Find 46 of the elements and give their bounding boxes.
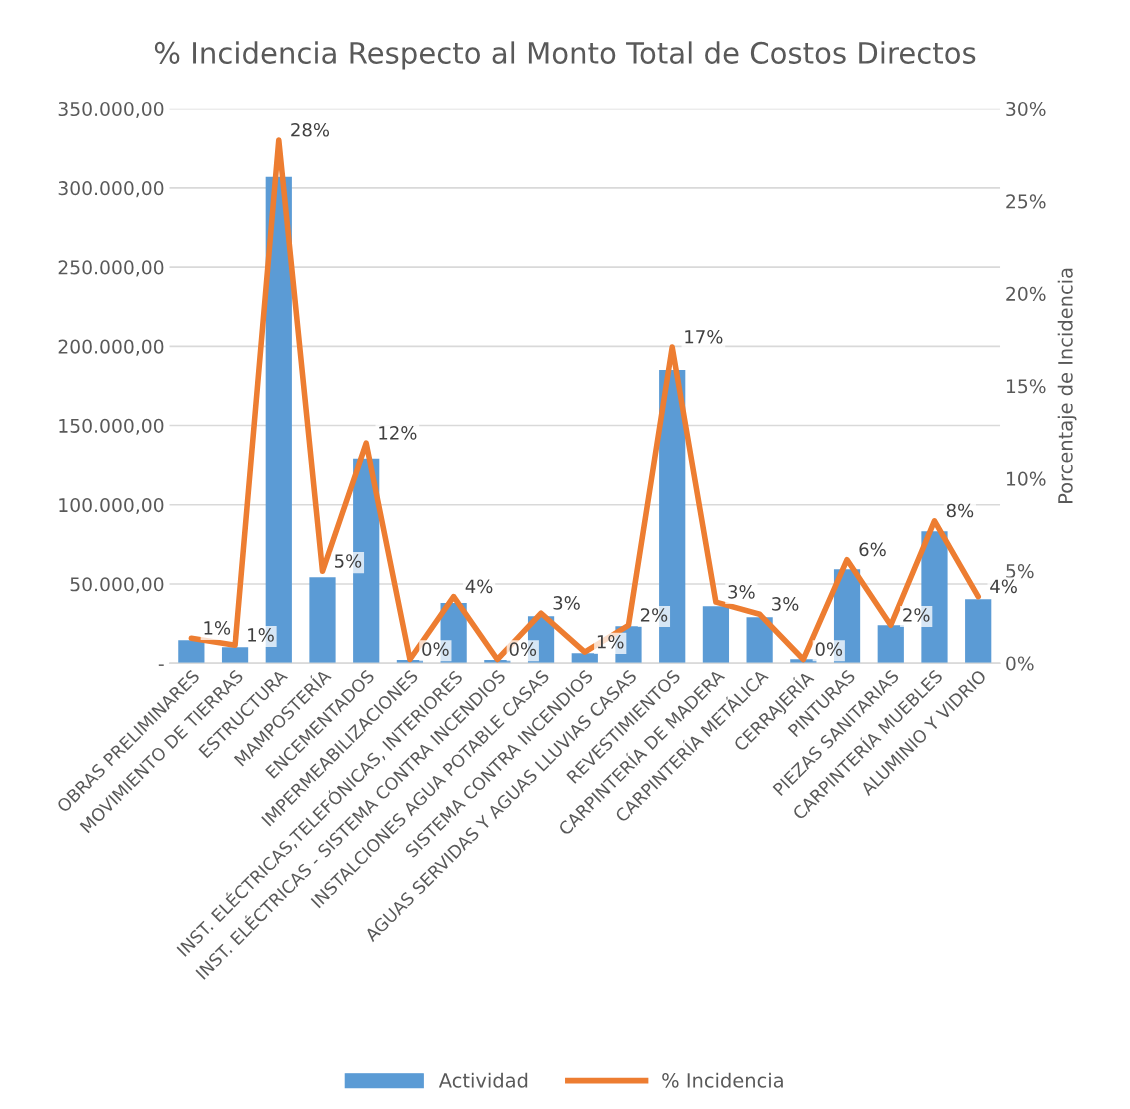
bar <box>702 606 730 664</box>
y2-axis-title: Porcentaje de Incidencia <box>1057 268 1077 503</box>
data-label: 8% <box>946 503 974 518</box>
data-label: 0% <box>422 642 449 656</box>
chart-title: % Incidencia Respecto al Monto Total de Costos Directos <box>154 41 976 70</box>
data-label: 5% <box>335 554 362 568</box>
y2-tick-label: 30% <box>1006 101 1046 117</box>
y2-tick-label: 10% <box>1006 471 1046 486</box>
data-label: 4% <box>465 579 493 594</box>
y-tick-label: 250.000,00 <box>58 260 164 277</box>
bar <box>571 653 598 664</box>
y2-tick-label: 20% <box>1006 286 1046 301</box>
data-label: 3% <box>553 596 580 610</box>
y-tick-label: 100.000,00 <box>59 497 164 515</box>
data-label: 28% <box>291 122 330 137</box>
y-tick-label: 150.000,00 <box>59 418 164 435</box>
data-label: 1% <box>204 621 231 635</box>
data-label: 6% <box>859 542 886 557</box>
y2-tick-label: 5% <box>1006 563 1034 579</box>
bar <box>965 599 992 664</box>
y-tick-label: 300.000,00 <box>58 181 164 198</box>
y2-tick-label: 15% <box>1006 379 1046 394</box>
y2-tick-label: 0% <box>1006 656 1034 671</box>
data-label: 2% <box>903 608 930 622</box>
data-label: 17% <box>685 329 723 344</box>
data-label: 0% <box>815 642 843 656</box>
legend-label: % Incidencia <box>662 1072 783 1088</box>
y2-tick-label: 25% <box>1006 194 1046 209</box>
bar <box>877 625 904 664</box>
data-label: 12% <box>379 426 417 440</box>
data-label: 3% <box>728 585 755 599</box>
y-tick-label: 50.000,00 <box>70 577 164 594</box>
bar <box>178 640 205 664</box>
bar <box>746 617 773 664</box>
legend-label: Actividad <box>438 1072 528 1088</box>
data-label: 1% <box>597 634 624 649</box>
bar <box>309 577 336 664</box>
data-label: 3% <box>772 597 799 611</box>
y-tick-label: - <box>158 664 164 666</box>
bar <box>221 647 249 664</box>
data-label: 1% <box>248 628 274 642</box>
y-tick-label: 200.000,00 <box>58 339 164 356</box>
y-tick-label: 350.000,00 <box>58 101 164 118</box>
data-label: 2% <box>640 608 668 622</box>
data-label: 0% <box>509 642 537 656</box>
data-label: 4% <box>990 579 1017 594</box>
